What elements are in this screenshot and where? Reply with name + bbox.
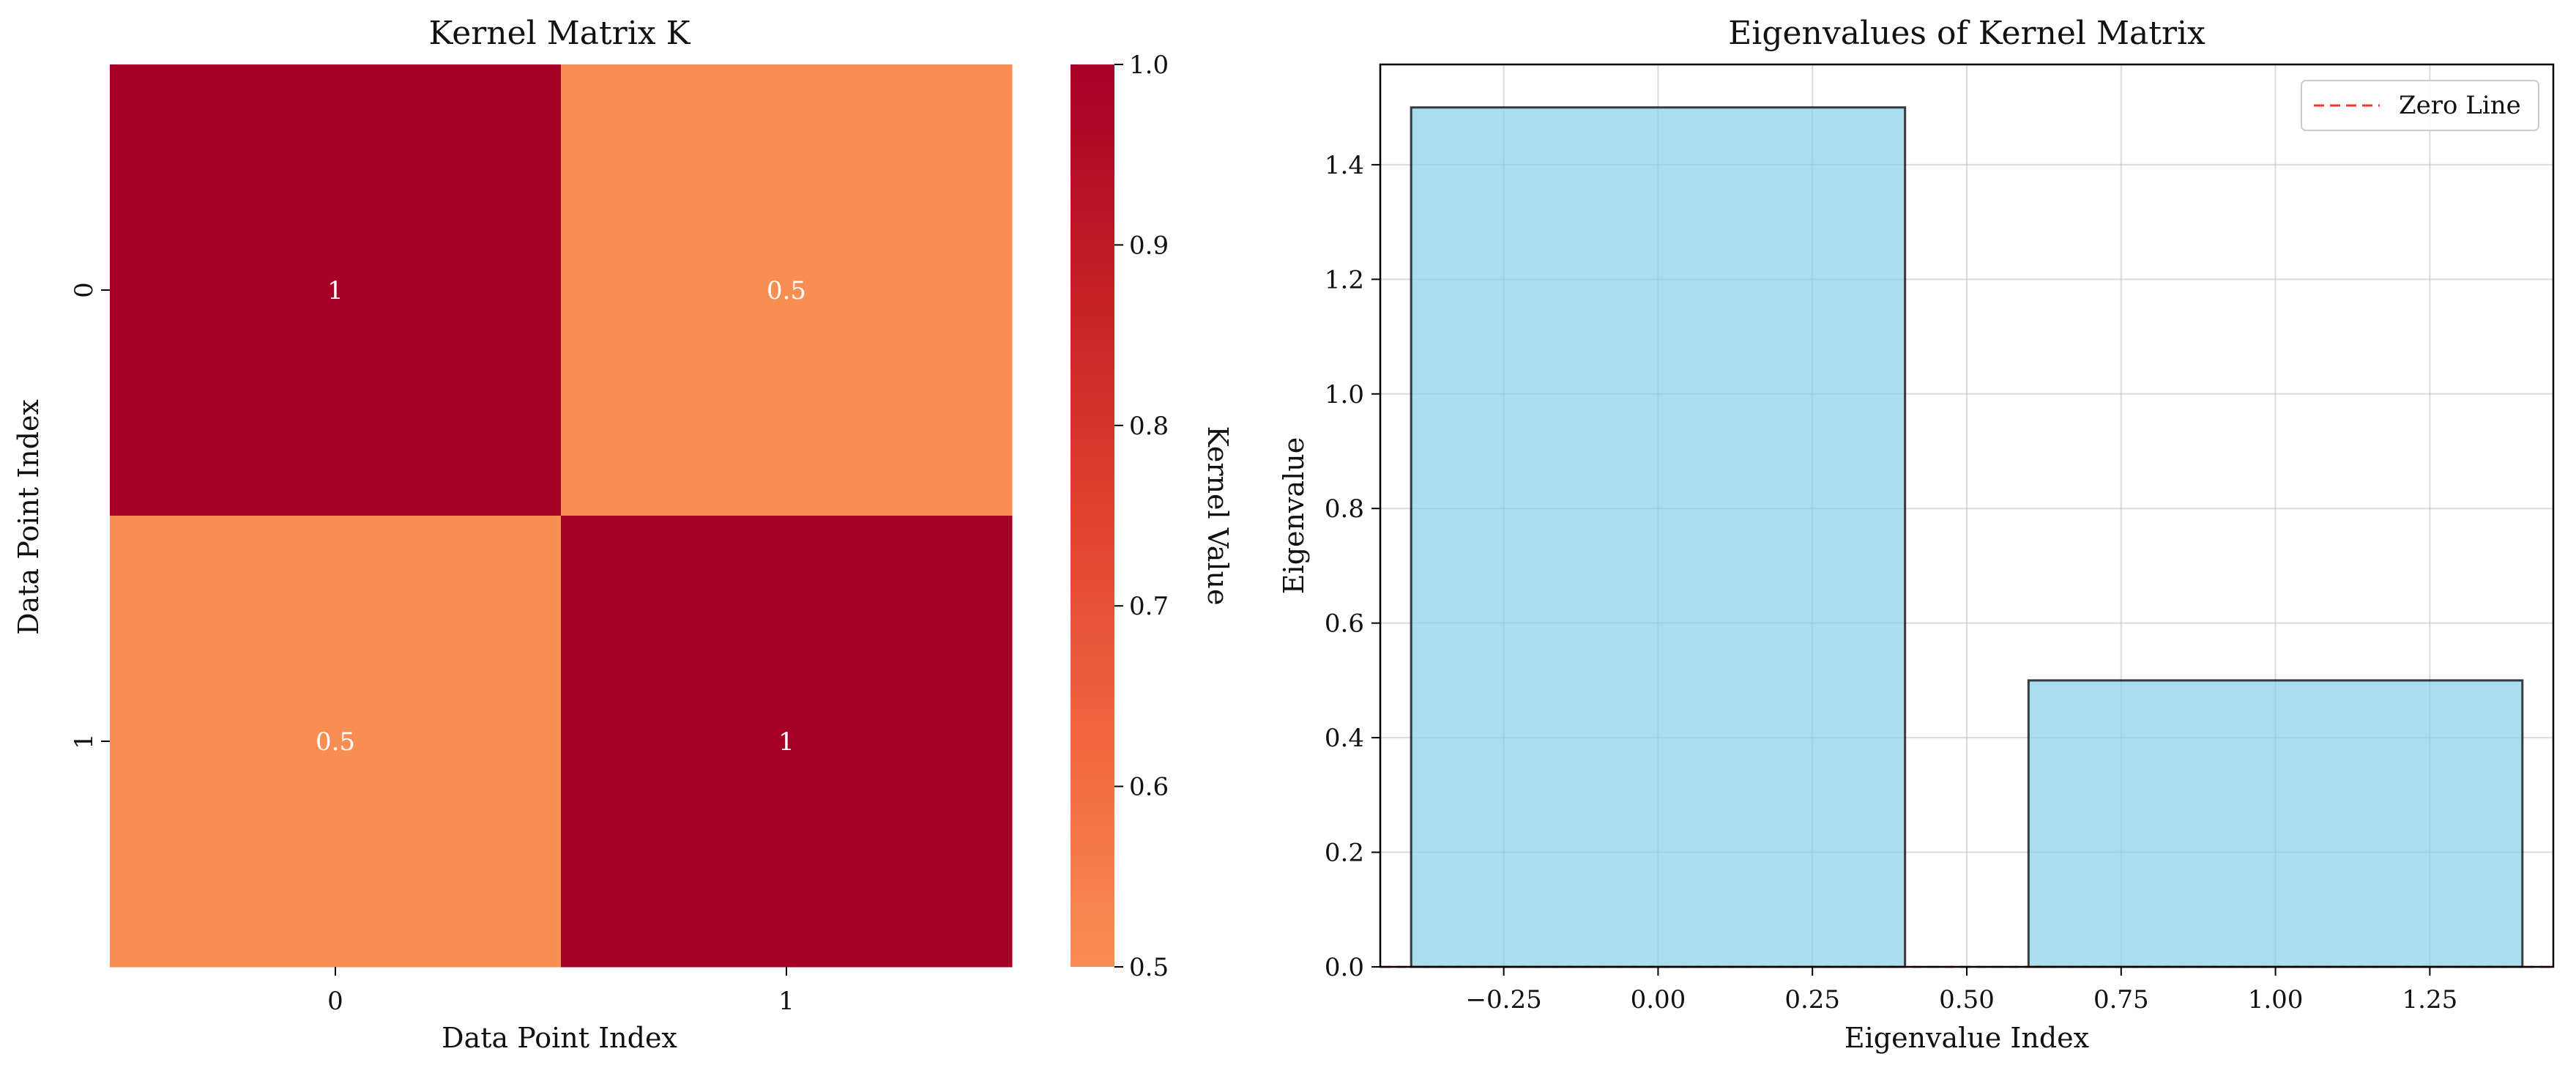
bar-chart-title: Eigenvalues of Kernel Matrix bbox=[1728, 15, 2205, 52]
heatmap-title: Kernel Matrix K bbox=[429, 15, 691, 52]
colorbar-tick-label-2: 0.7 bbox=[1129, 592, 1169, 621]
bar-chart-y-tick-label-5: 1.0 bbox=[1325, 380, 1364, 409]
colorbar: 0.5 0.6 0.7 0.8 0.9 1.0 Kernel Value bbox=[1071, 51, 1234, 982]
bar-chart-y-tick-label-4: 0.8 bbox=[1325, 494, 1364, 524]
bar-chart-panel: Eigenvalues of Kernel Matrix −0.25 0.00 0.… bbox=[1278, 15, 2555, 1054]
colorbar-tick-label-3: 0.8 bbox=[1129, 412, 1169, 441]
heatmap-panel: Kernel Matrix K 1 0.5 0.5 1 0 1 0 1 Data Poin… bbox=[12, 15, 1013, 1054]
legend: Zero Line bbox=[2301, 80, 2539, 131]
heatmap-cell-label-1-0: 0.5 bbox=[316, 727, 355, 757]
colorbar-gradient bbox=[1071, 64, 1114, 967]
colorbar-tick-label-1: 0.6 bbox=[1129, 773, 1169, 802]
heatmap-x-axis-label: Data Point Index bbox=[442, 1022, 677, 1054]
colorbar-tick-label-0: 0.5 bbox=[1129, 953, 1169, 982]
bar-chart-x-tick-label-1: 0.00 bbox=[1631, 985, 1686, 1014]
bar-eigenvalue-0 bbox=[1410, 106, 1907, 968]
heatmap-cell-0-0 bbox=[110, 64, 562, 516]
colorbar-label: Kernel Value bbox=[1202, 426, 1234, 606]
bar-chart-x-tick-label-2: 0.25 bbox=[1784, 985, 1840, 1014]
heatmap-cell-label-0-1: 0.5 bbox=[767, 276, 806, 305]
heatmap-y-tick-label-0: 0 bbox=[70, 282, 99, 298]
heatmap-cell-1-1 bbox=[561, 516, 1013, 968]
bar-eigenvalue-1 bbox=[2027, 679, 2524, 968]
legend-box bbox=[2301, 80, 2539, 131]
bar-chart-y-tick-label-2: 0.4 bbox=[1325, 724, 1364, 753]
heatmap-cell-0-1 bbox=[561, 64, 1013, 516]
bar-chart-x-axis-label: Eigenvalue Index bbox=[1844, 1022, 2089, 1054]
heatmap-cell-label-1-1: 1 bbox=[778, 727, 794, 757]
legend-entry-zero-line: Zero Line bbox=[2399, 91, 2521, 120]
colorbar-tick-label-5: 1.0 bbox=[1129, 51, 1169, 80]
heatmap-y-axis-label: Data Point Index bbox=[12, 399, 45, 635]
heatmap-cell-label-0-0: 1 bbox=[327, 276, 343, 305]
bar-chart-y-tick-label-7: 1.4 bbox=[1325, 151, 1364, 180]
heatmap-x-tick-label-0: 0 bbox=[327, 987, 343, 1016]
bar-chart-y-tick-label-3: 0.6 bbox=[1325, 609, 1364, 639]
bar-chart-y-axis-label: Eigenvalue bbox=[1278, 437, 1310, 594]
bar-chart-y-tick-label-0: 0.0 bbox=[1325, 953, 1364, 982]
bar-chart-x-tick-label-5: 1.00 bbox=[2248, 985, 2304, 1014]
bar-chart-x-tick-label-0: −0.25 bbox=[1466, 985, 1542, 1014]
bar-chart-y-tick-label-1: 0.2 bbox=[1325, 839, 1364, 868]
bar-chart-x-tick-label-6: 1.25 bbox=[2402, 985, 2458, 1014]
colorbar-tick-label-4: 0.9 bbox=[1129, 231, 1169, 260]
heatmap-cell-1-0 bbox=[110, 516, 562, 968]
bar-chart-y-tick-label-6: 1.2 bbox=[1325, 265, 1364, 294]
heatmap-x-tick-label-1: 1 bbox=[778, 987, 794, 1016]
bar-chart-x-tick-label-4: 0.75 bbox=[2093, 985, 2149, 1014]
bar-chart-x-tick-label-3: 0.50 bbox=[1939, 985, 1995, 1014]
heatmap-y-tick-label-1: 1 bbox=[70, 733, 99, 749]
